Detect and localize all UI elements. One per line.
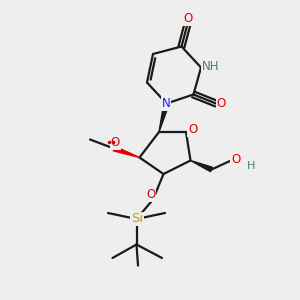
- Text: O: O: [111, 136, 120, 149]
- Text: O: O: [183, 12, 192, 25]
- Text: O: O: [146, 188, 155, 202]
- Polygon shape: [190, 160, 212, 172]
- Text: Si: Si: [131, 212, 143, 226]
- Text: NH: NH: [202, 59, 219, 73]
- Text: N: N: [161, 97, 170, 110]
- Polygon shape: [159, 103, 169, 132]
- Text: H: H: [247, 160, 256, 171]
- Text: O: O: [231, 153, 240, 166]
- Text: O: O: [217, 97, 226, 110]
- Polygon shape: [113, 146, 140, 158]
- Text: O: O: [188, 123, 197, 136]
